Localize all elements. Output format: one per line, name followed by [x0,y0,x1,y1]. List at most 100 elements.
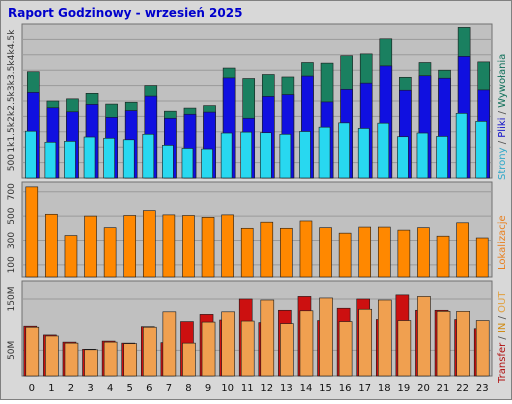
bar-strony [220,132,233,179]
bar-transfer-out [436,310,451,377]
bar-lokalizacje [221,214,234,278]
bar-lokalizacje [64,235,78,278]
hour-tick-label: 0 [29,383,35,394]
bar-strony [64,141,76,179]
hour-tick-label: 18 [378,383,391,394]
bar-strony [24,130,37,179]
bar-transfer-out [456,310,470,377]
bar-lokalizacje [103,227,117,278]
bar-strony [299,131,311,179]
legend-out: OUT [497,291,508,313]
bar-lokalizacje [240,227,254,278]
bar-lokalizacje [182,215,195,278]
bar-strony [142,133,155,179]
bar-strony [181,148,194,179]
legend-in: IN [497,323,508,333]
hour-tick-label: 20 [417,383,430,394]
legend-pliki: Pliki [497,118,508,138]
hits-y-tick-label: 3.5k [7,60,17,80]
hits-y-tick-label: 2.5k [7,90,17,110]
hits-y-tick-label: 1k [7,141,17,153]
bar-strony [240,131,253,179]
bar-transfer-out [377,299,392,377]
hour-tick-label: 10 [221,383,234,394]
transfer-y-tick-label: 150M [7,286,17,311]
bar-transfer-out [319,297,333,377]
bar-lokalizacje [142,210,156,278]
hits-y-tick-label: 2k [7,110,17,122]
bar-lokalizacje [319,227,332,278]
bar-strony [259,132,272,179]
legend-separator: / [497,313,508,323]
hour-tick-label: 9 [205,383,211,394]
bar-transfer-out [162,311,177,377]
hits-y-tick-label: 3k [7,79,17,91]
bar-transfer-out [397,320,412,377]
bar-transfer-out [475,320,490,377]
bar-strony [416,132,429,179]
hits-y-tick-label: 1.5k [7,121,17,141]
bar-strony [397,136,409,179]
bar-strony [338,122,350,179]
bar-lokalizacje [201,217,215,278]
legend-lokalizacje: Lokalizacje [497,215,508,270]
hits-y-tick-label: 500 [7,154,17,171]
bar-transfer-out [103,341,118,377]
hour-tick-label: 1 [48,383,54,394]
bar-transfer-out [338,321,353,377]
hour-tick-label: 23 [476,383,489,394]
hour-tick-label: 19 [398,383,411,394]
bar-transfer-out [280,323,294,377]
bar-lokalizacje [123,215,137,278]
bar-transfer-out [240,320,255,377]
bar-transfer-out [182,342,196,377]
hour-tick-label: 11 [241,383,254,394]
hour-tick-label: 4 [107,383,113,394]
bar-lokalizacje [417,227,430,278]
bar-lokalizacje [436,235,450,278]
bar-transfer-out [84,349,98,377]
bar-lokalizacje [377,226,391,278]
visits-y-tick-label: 700 [7,183,17,200]
hits-y-tick-label: 4.5k [7,29,17,49]
bar-strony [357,128,370,179]
hour-tick-label: 15 [319,383,332,394]
bar-transfer-out [142,326,157,377]
bar-lokalizacje [299,220,313,278]
visits-y-tick-label: 300 [7,232,17,249]
bar-transfer-out [221,311,235,377]
bar-strony [377,122,390,179]
transfer-panel: 50M 150M [7,280,493,377]
bar-transfer-out [123,343,138,377]
hour-tick-label: 17 [358,383,371,394]
bar-transfer-out [25,326,40,377]
bar-transfer-out [201,321,216,377]
hour-tick-label: 22 [456,383,469,394]
bar-lokalizacje [162,214,176,278]
bar-strony [201,148,213,179]
legend-strony: Strony [497,147,508,180]
hour-tick-label: 13 [280,383,293,394]
hour-tick-label: 14 [300,383,313,394]
legend-transfer: Transfer [497,342,508,384]
bar-lokalizacje [260,221,274,278]
hour-tick-label: 3 [87,383,93,394]
hour-tick-label: 21 [437,383,450,394]
visits-plot-area [21,181,493,278]
bar-lokalizacje [338,232,352,278]
bar-strony [318,126,331,179]
hits-side-legend: Strony / Pliki / Wywołania [497,54,508,180]
bar-strony [122,139,135,179]
bar-strony [103,137,115,179]
visits-y-tick-label: 100 [7,256,17,273]
bar-transfer-out [358,308,373,377]
bar-lokalizacje [397,229,411,278]
report-title: Raport Godzinowy - wrzesień 2025 [8,6,242,20]
bar-transfer-out [64,342,79,377]
bar-transfer-out [45,335,59,377]
hour-tick-label: 7 [166,383,172,394]
bar-strony [44,141,57,179]
bar-strony [475,121,488,179]
